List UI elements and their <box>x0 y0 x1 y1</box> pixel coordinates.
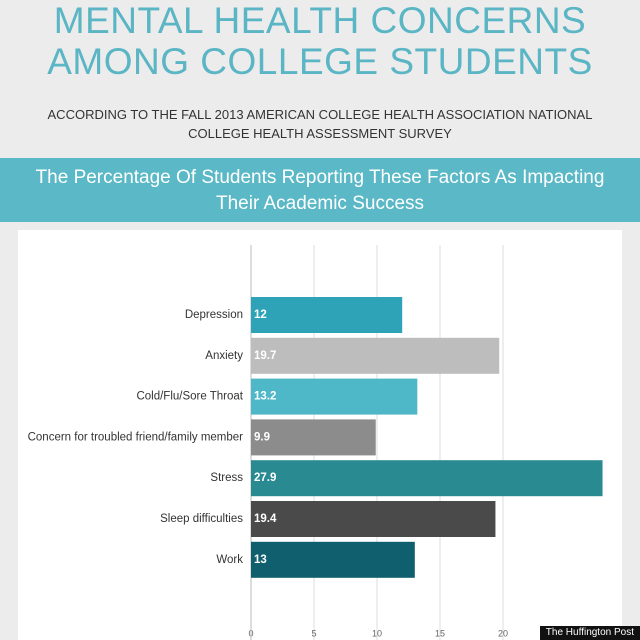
chart-title: MENTAL HEALTH CONCERNS AMONG COLLEGE STU… <box>47 0 593 82</box>
y-tick-label: Anxiety <box>205 350 243 362</box>
value-label: 9.9 <box>254 431 270 443</box>
x-tick-label: 5 <box>311 628 316 638</box>
value-label: 19.4 <box>254 513 277 525</box>
watermark: The Huffington Post <box>539 626 640 640</box>
bar <box>251 501 496 537</box>
value-label: 27.9 <box>254 472 276 484</box>
value-label: 19.7 <box>254 350 276 362</box>
value-label: 12 <box>254 309 267 321</box>
y-tick-label: Concern for troubled friend/family membe… <box>28 431 244 443</box>
bar <box>251 297 403 333</box>
y-tick-label: Cold/Flu/Sore Throat <box>136 391 243 403</box>
x-tick-label: 20 <box>498 628 508 638</box>
y-tick-label: Stress <box>210 472 243 484</box>
bar <box>251 419 376 456</box>
y-tick-label: Sleep difficulties <box>160 513 243 525</box>
chart: 05101520Depression12Anxiety19.7Cold/Flu/… <box>18 230 622 640</box>
chart-subtitle: ACCORDING TO THE FALL 2013 AMERICAN COLL… <box>47 107 593 141</box>
banner: The Percentage Of Students Reporting The… <box>0 158 640 222</box>
banner-title: The Percentage Of Students Reporting The… <box>35 167 605 214</box>
bar <box>251 541 415 578</box>
bar <box>251 378 418 415</box>
x-tick-label: 10 <box>372 628 382 638</box>
value-label: 13 <box>254 554 267 566</box>
bar <box>251 337 500 374</box>
bar <box>251 460 603 497</box>
x-tick-label: 15 <box>435 628 445 638</box>
value-label: 13.2 <box>254 391 276 403</box>
y-tick-label: Work <box>216 554 243 566</box>
y-tick-label: Depression <box>185 309 243 321</box>
